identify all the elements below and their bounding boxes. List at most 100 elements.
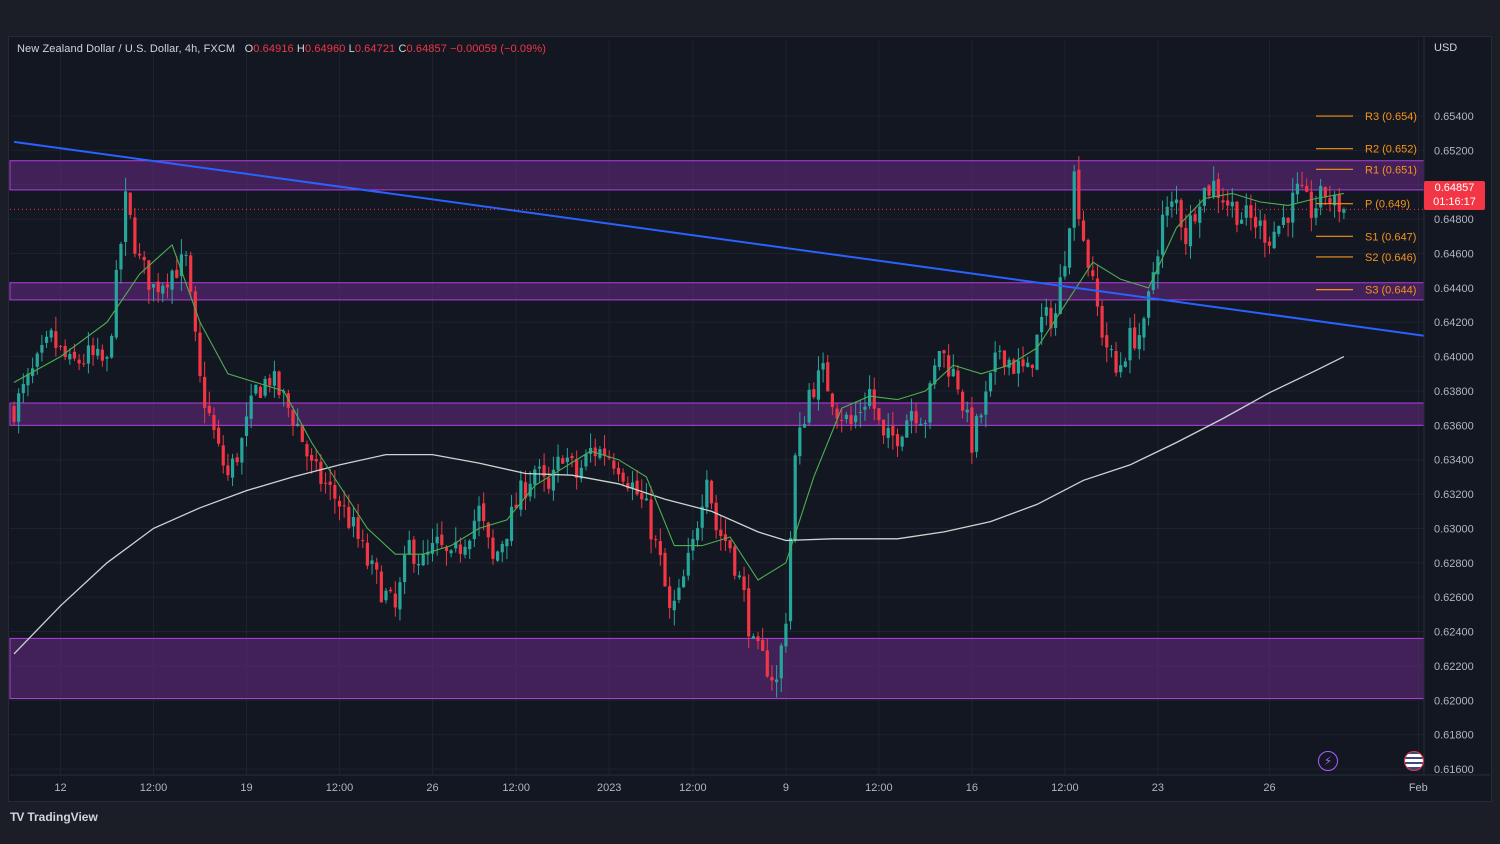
tradingview-brand: TradingView: [27, 810, 98, 824]
candle-body: [496, 551, 500, 561]
candle-body: [695, 528, 700, 541]
candle-body: [356, 517, 360, 539]
candle-body: [1170, 201, 1174, 207]
candle-body: [412, 539, 416, 564]
candle-body: [268, 378, 272, 386]
candle-body: [1030, 364, 1034, 369]
candle-body: [1091, 270, 1095, 277]
candle-body: [1221, 200, 1225, 203]
candle-body: [1105, 335, 1109, 348]
candle-body: [468, 540, 472, 550]
candle-body: [1002, 350, 1007, 368]
candle-body: [575, 458, 579, 479]
candle-body: [654, 539, 658, 541]
candle-body: [407, 540, 411, 554]
low-label: L: [348, 43, 355, 55]
candle-body: [528, 483, 532, 497]
candle-body: [300, 424, 304, 443]
candle-body: [151, 284, 156, 288]
x-axis-tick-label: Feb: [1409, 782, 1428, 794]
x-axis-tick-label: 9: [783, 782, 789, 794]
candle-body: [49, 330, 53, 338]
candle-body: [965, 409, 969, 413]
candle-body: [640, 493, 644, 500]
candle-body: [1305, 186, 1309, 192]
candle-body: [1128, 327, 1132, 361]
us-flag-icon[interactable]: [1404, 751, 1424, 771]
candle-body: [877, 408, 881, 421]
candle-body: [821, 363, 825, 370]
candle-body: [584, 454, 588, 467]
candle-body: [207, 405, 211, 414]
candle-body: [621, 472, 625, 482]
candle-body: [723, 534, 728, 541]
candle-body: [1077, 169, 1081, 219]
candle-body: [784, 623, 788, 647]
candle-body: [1156, 256, 1160, 275]
candle-body: [863, 406, 867, 410]
candle-body: [444, 546, 449, 552]
candle-body: [840, 419, 844, 421]
candle-body: [770, 676, 774, 681]
trendline: [13, 140, 1424, 337]
candle-body: [1179, 200, 1183, 228]
candle-body: [347, 506, 351, 528]
candle-body: [1291, 192, 1295, 223]
candle-body: [635, 480, 639, 495]
candle-body: [747, 588, 751, 637]
candle-body: [26, 373, 30, 386]
candle-body: [17, 393, 21, 422]
candle-body: [1137, 335, 1141, 350]
candle-body: [12, 405, 16, 422]
candle-body: [1267, 241, 1272, 246]
x-axis-tick-label: 12:00: [1051, 782, 1079, 794]
candle-body: [230, 458, 235, 478]
x-axis-tick-label: 12:00: [865, 782, 893, 794]
candle-body: [672, 600, 676, 611]
candle-body: [700, 506, 704, 528]
candle-body: [91, 345, 95, 356]
candle-body: [1295, 183, 1299, 195]
candle-body: [1095, 278, 1100, 307]
y-axis-tick-label: 0.65400: [1434, 111, 1474, 123]
candle-body: [472, 520, 476, 540]
candle-body: [509, 506, 514, 542]
candle-body: [1054, 313, 1058, 328]
candle-body: [272, 371, 276, 386]
candle-body: [277, 371, 281, 395]
candle-body: [1216, 179, 1220, 198]
candle-body: [1081, 220, 1086, 241]
candle-body: [314, 459, 318, 462]
candle-body: [1263, 220, 1267, 243]
candle-body: [333, 484, 337, 499]
candle-body: [1067, 228, 1072, 268]
candle-body: [1109, 349, 1113, 351]
candle-body: [1072, 171, 1076, 228]
tradingview-logo[interactable]: TV TradingView: [10, 810, 98, 824]
candle-body: [1188, 215, 1193, 247]
lightning-icon[interactable]: ⚡: [1318, 751, 1338, 771]
candle-body: [137, 253, 142, 256]
x-axis-tick-label: 2023: [597, 782, 621, 794]
sr-zone: [9, 282, 1425, 301]
x-axis-tick-label: 26: [1263, 782, 1275, 794]
candle-body: [1151, 272, 1155, 291]
candle-body: [1300, 184, 1304, 186]
candle-body: [1342, 209, 1346, 213]
candle-body: [974, 416, 979, 452]
candle-body: [491, 537, 495, 559]
candle-body: [421, 554, 425, 566]
currency-label[interactable]: USD: [1434, 42, 1458, 54]
candle-body: [58, 345, 63, 347]
candle-body: [1026, 362, 1030, 367]
candle-body: [1012, 359, 1016, 374]
candle-body: [556, 456, 560, 470]
candle-body: [435, 536, 439, 544]
candle-body: [198, 332, 202, 376]
candle-body: [337, 500, 342, 507]
candle-body: [263, 378, 267, 396]
candle-body: [649, 499, 653, 540]
y-axis-tick-label: 0.62600: [1434, 592, 1474, 604]
candle-body: [742, 576, 746, 591]
